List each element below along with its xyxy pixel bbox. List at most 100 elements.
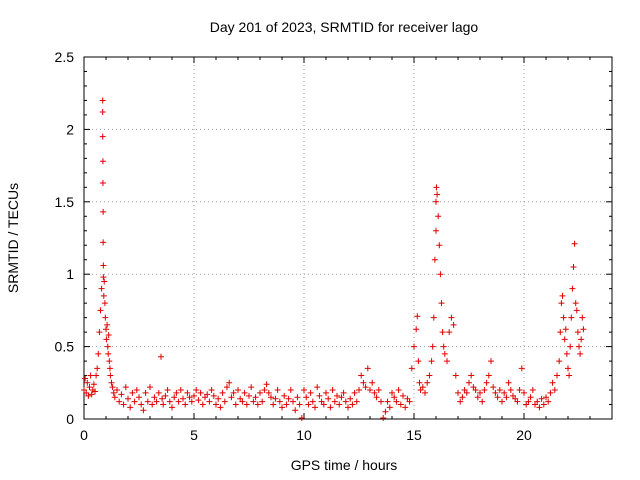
data-point <box>400 392 406 399</box>
data-point <box>492 389 499 396</box>
data-point <box>463 389 470 396</box>
data-point <box>345 404 351 411</box>
data-point <box>274 387 281 394</box>
data-point <box>563 350 570 357</box>
data-point <box>279 404 285 411</box>
data-point <box>276 398 283 405</box>
data-point <box>153 398 160 405</box>
data-point <box>99 133 106 140</box>
data-point <box>433 198 439 205</box>
data-point <box>430 314 437 321</box>
data-point <box>110 389 117 396</box>
data-point <box>415 358 422 365</box>
data-point <box>213 401 219 408</box>
data-point <box>572 300 579 307</box>
plot-frame <box>83 56 613 420</box>
data-point <box>182 401 189 408</box>
data-point <box>316 392 323 399</box>
data-point <box>507 387 514 394</box>
data-point <box>285 395 292 402</box>
x-tick-label: 0 <box>80 427 88 443</box>
data-point <box>521 389 527 396</box>
data-point <box>468 372 475 379</box>
data-point <box>356 387 362 394</box>
data-point <box>102 314 109 321</box>
data-point <box>499 398 505 405</box>
data-point <box>349 401 356 408</box>
data-point <box>193 387 200 394</box>
data-point <box>175 398 182 405</box>
data-point <box>106 358 113 365</box>
data-point <box>118 391 125 398</box>
data-point <box>100 208 107 215</box>
data-point <box>570 263 577 270</box>
data-point <box>408 365 415 372</box>
data-point <box>250 398 257 405</box>
data-point <box>164 387 171 394</box>
data-point <box>472 387 479 394</box>
data-point <box>309 398 316 405</box>
data-point <box>95 350 102 357</box>
data-point <box>559 292 566 299</box>
data-point <box>360 379 367 386</box>
data-point <box>450 321 457 328</box>
data-point <box>287 387 294 394</box>
data-point <box>263 381 270 388</box>
data-point <box>228 394 235 401</box>
data-point <box>434 191 441 198</box>
data-point <box>496 387 503 394</box>
data-point <box>382 408 389 415</box>
data-point <box>173 389 180 396</box>
x-tick-labels: 0 5 10 15 20 <box>80 427 532 443</box>
data-point <box>100 262 107 269</box>
y-tick-label: 2.5 <box>55 49 75 65</box>
grid <box>84 57 612 419</box>
data-point <box>107 372 114 379</box>
data-point <box>99 109 106 116</box>
x-tick-label: 10 <box>296 427 312 443</box>
data-point <box>105 332 112 339</box>
data-point <box>580 326 587 333</box>
data-point <box>574 329 581 336</box>
data-point <box>389 389 395 396</box>
data-point <box>296 401 303 408</box>
data-point <box>554 372 560 379</box>
data-point <box>488 358 494 365</box>
data-point <box>108 379 115 386</box>
data-point <box>576 343 582 350</box>
data-point <box>82 375 89 382</box>
x-tick-label: 20 <box>516 427 532 443</box>
data-point <box>97 307 104 314</box>
data-point <box>294 394 301 401</box>
data-point <box>329 387 336 394</box>
data-point <box>336 401 343 408</box>
data-points <box>81 97 587 421</box>
data-point <box>419 384 426 391</box>
y-tick-label: 0 <box>66 411 74 427</box>
data-point <box>142 389 149 396</box>
data-point <box>307 389 314 396</box>
x-tick-label: 15 <box>406 427 422 443</box>
data-point <box>413 326 420 333</box>
y-tick-label: 1.5 <box>55 194 75 210</box>
data-point <box>100 239 107 246</box>
data-point <box>448 314 455 321</box>
data-point <box>441 350 448 357</box>
data-point <box>136 394 142 401</box>
data-point <box>281 392 288 399</box>
data-point <box>125 395 131 402</box>
data-point <box>391 394 398 401</box>
data-point <box>375 387 382 394</box>
data-point <box>159 395 166 402</box>
data-point <box>169 404 175 411</box>
data-point <box>177 387 184 394</box>
data-point <box>151 394 158 401</box>
data-point <box>518 365 525 372</box>
data-point <box>547 389 554 396</box>
data-point <box>116 398 123 405</box>
data-point <box>221 398 228 405</box>
data-point <box>298 415 305 421</box>
data-point <box>303 394 310 401</box>
data-point <box>428 358 435 365</box>
data-point <box>261 387 268 394</box>
